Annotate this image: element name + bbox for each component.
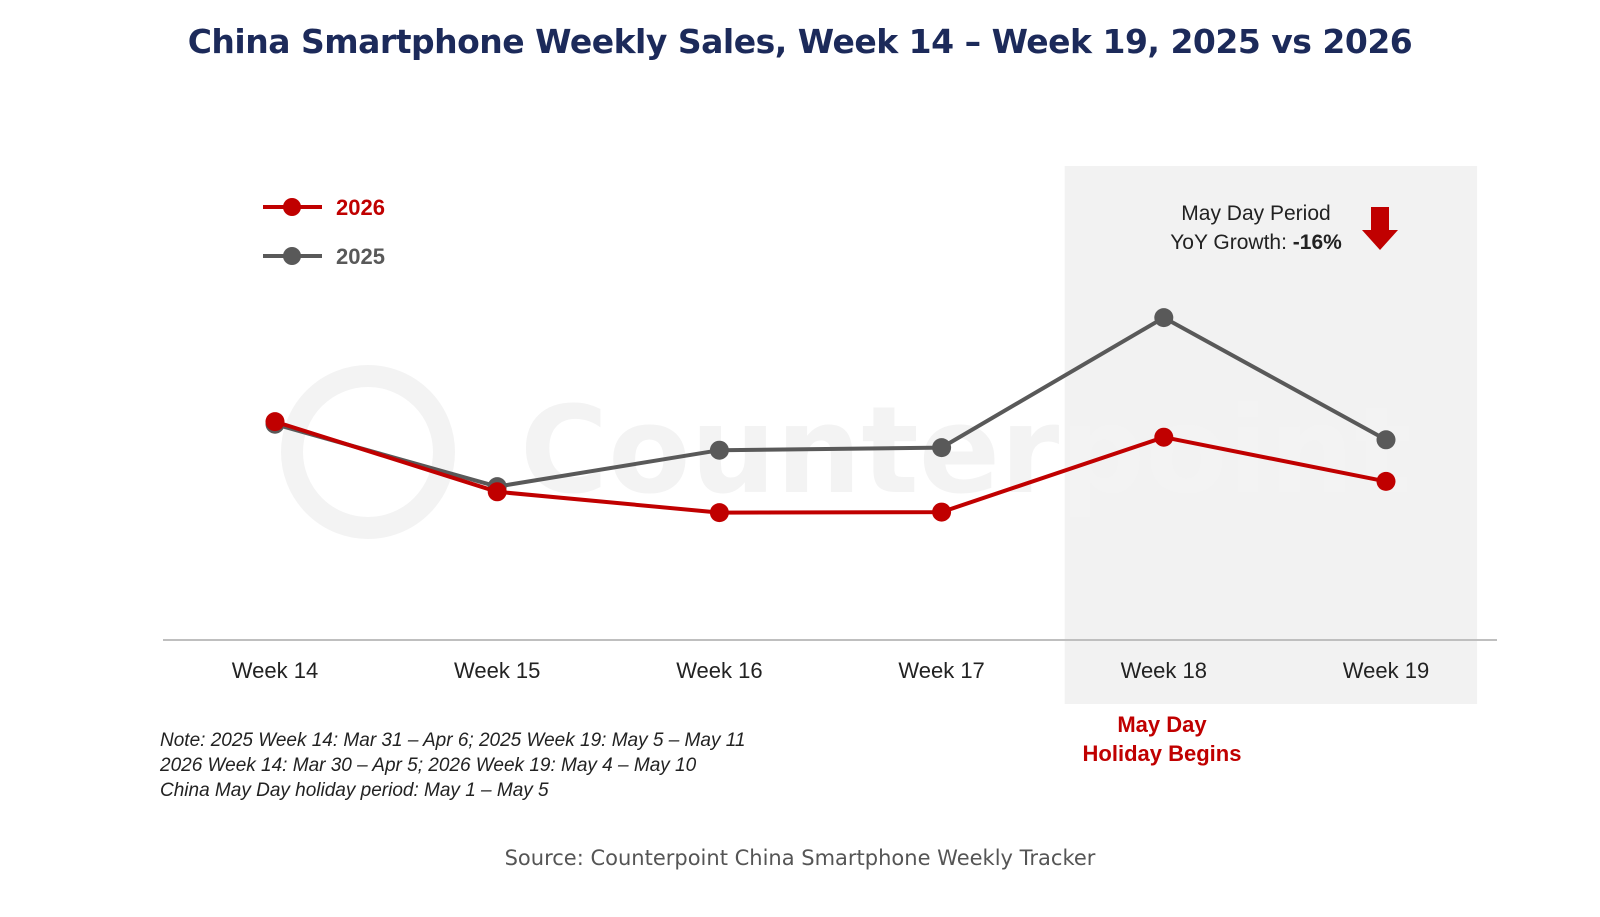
data-point-2026 [709, 503, 729, 523]
data-point-2025 [1376, 430, 1396, 450]
holiday-label: May Day Holiday Begins [1083, 712, 1242, 766]
x-axis-ticks: Week 14 Week 15 Week 16 Week 17 Week 18 Week … [232, 658, 1429, 683]
data-point-2026 [1376, 471, 1396, 491]
data-point-2026 [487, 482, 507, 502]
x-tick-label: Week 19 [1343, 658, 1429, 683]
legend-label-2025: 2025 [336, 244, 385, 269]
x-tick-label: Week 18 [1121, 658, 1207, 683]
holiday-label-line-1: May Day [1117, 712, 1207, 737]
watermark: Counterpoint [281, 365, 1412, 539]
callout-growth-value: -16% [1293, 231, 1342, 254]
note-line-2: 2026 Week 14: Mar 30 – Apr 5; 2026 Week … [160, 755, 697, 776]
series-line-2025 [274, 315, 1387, 489]
data-point-2026 [265, 412, 285, 432]
may-day-callout: May Day Period YoY Growth: -16% [1170, 202, 1398, 254]
watermark-text: Counterpoint [520, 382, 1412, 521]
data-point-2025 [709, 440, 729, 460]
callout-line-1: May Day Period [1181, 202, 1330, 225]
legend-item-2026: 2026 [263, 195, 385, 220]
data-point-2026 [932, 502, 952, 522]
series-2026 [265, 412, 1396, 523]
legend-item-2025: 2025 [263, 244, 385, 269]
legend-marker-2026 [283, 198, 301, 216]
down-arrow-icon [1362, 207, 1398, 250]
series-layer [265, 308, 1396, 523]
legend: 2026 2025 [263, 195, 385, 269]
x-tick-label: Week 16 [676, 658, 762, 683]
holiday-label-line-2: Holiday Begins [1083, 741, 1242, 766]
callout-line-2: YoY Growth: -16% [1170, 231, 1342, 254]
x-tick-label: Week 14 [232, 658, 318, 683]
may-day-shaded-region [1064, 166, 1478, 704]
legend-marker-2025 [283, 247, 301, 265]
note-line-1: Note: 2025 Week 14: Mar 31 – Apr 6; 2025… [160, 730, 746, 751]
note-line-3: China May Day holiday period: May 1 – Ma… [160, 780, 549, 801]
x-tick-label: Week 15 [454, 658, 540, 683]
data-point-2025 [1154, 308, 1174, 328]
data-point-2026 [1154, 427, 1174, 447]
chart-title: China Smartphone Weekly Sales, Week 14 –… [187, 22, 1413, 61]
legend-label-2026: 2026 [336, 195, 385, 220]
x-tick-label: Week 17 [898, 658, 984, 683]
series-line-2026 [274, 419, 1387, 515]
callout-growth-prefix: YoY Growth: [1170, 231, 1293, 254]
source-note: Source: Counterpoint China Smartphone We… [504, 846, 1096, 870]
data-point-2025 [932, 438, 952, 458]
